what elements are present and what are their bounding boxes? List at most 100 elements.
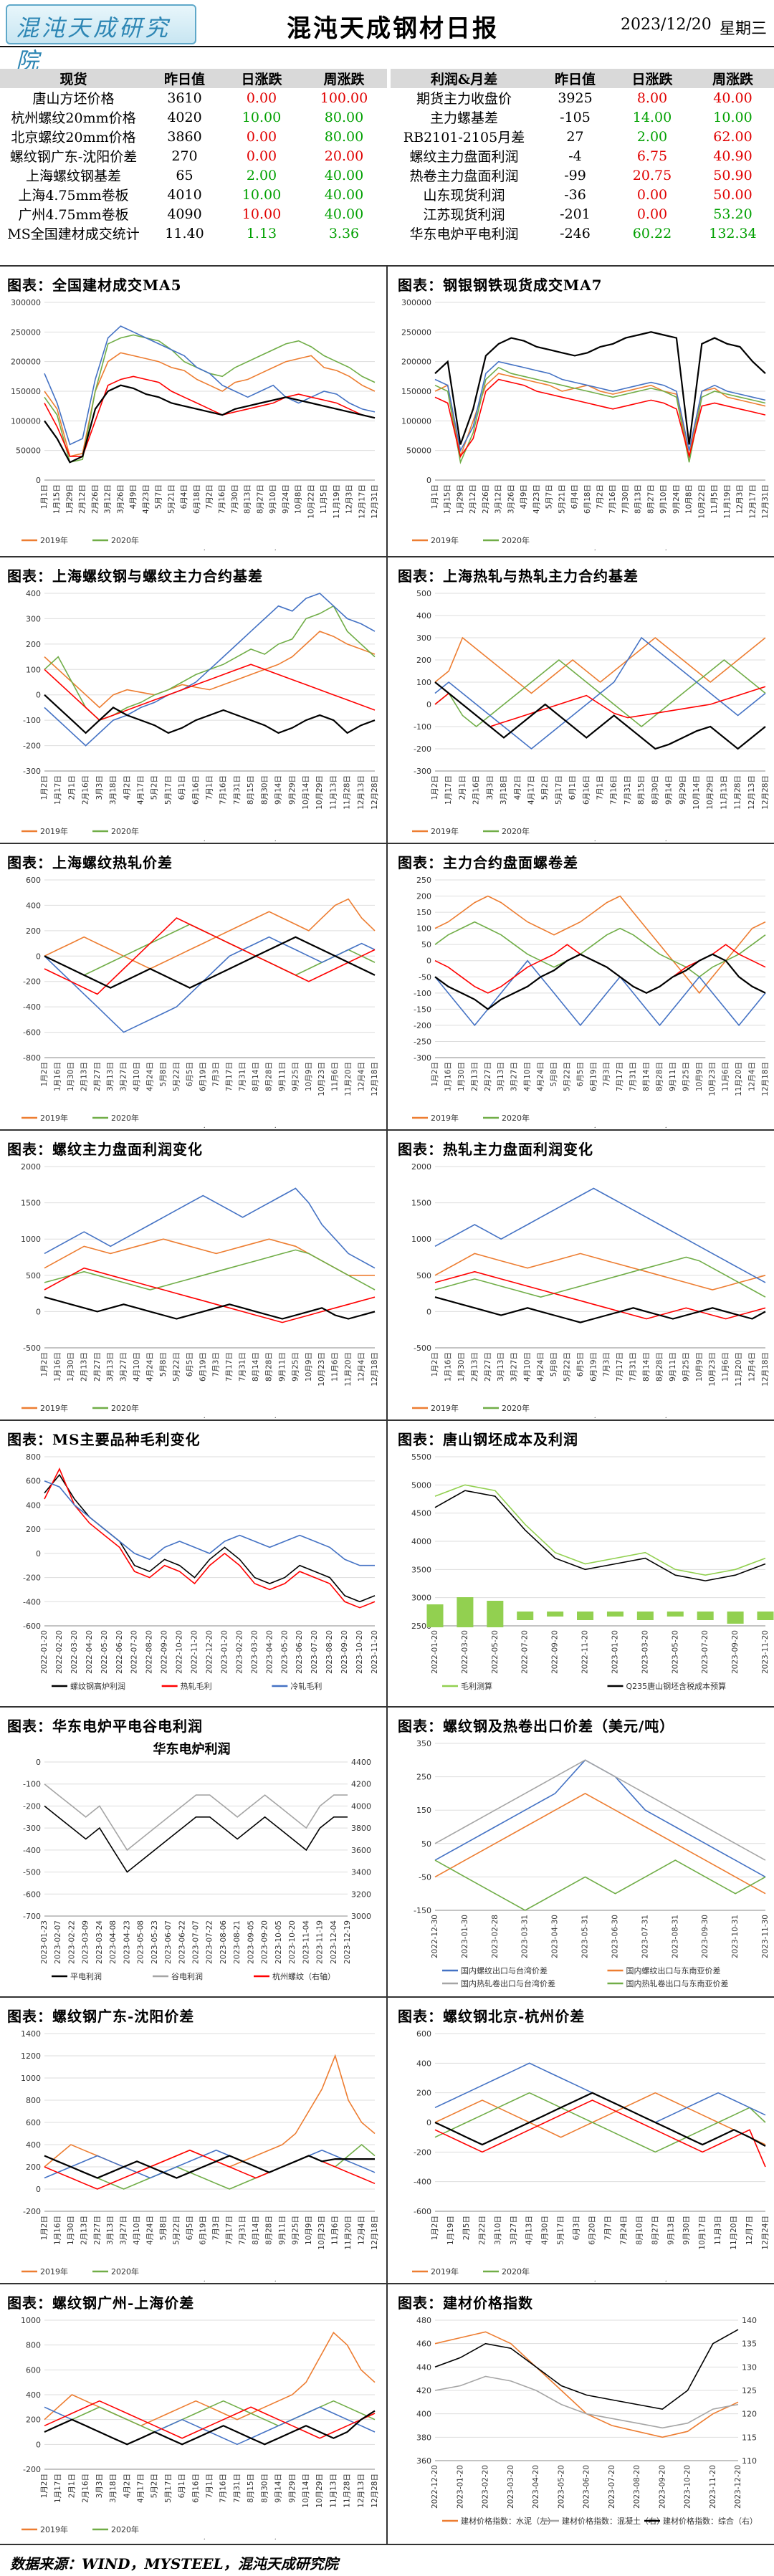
bar [606, 1612, 624, 1617]
quote-cell-value: -201 [560, 206, 591, 222]
x-tick-label: 10月29日 [315, 2474, 324, 2508]
col-header: 利润&月差 [391, 69, 538, 88]
quote-cell-week: 100.00 [320, 90, 368, 106]
x-tick-label: 12月18日 [761, 1352, 770, 1387]
x-tick-label: 6月5日 [576, 1062, 585, 1086]
x-tick-label: 2023-02-07 [54, 1920, 62, 1964]
x-tick-label: 1月2日 [431, 2216, 439, 2240]
quote-cell-week: 20.00 [324, 148, 364, 164]
legend-label: 2021年 [573, 1126, 601, 1128]
x-tick-label: 12月18日 [371, 2216, 379, 2250]
x-tick-label: 7月16日 [608, 484, 617, 514]
chart-title: 图表：螺纹钢及热卷出口价差（美元/吨） [398, 1718, 675, 1735]
y-tick-label: 500 [26, 1271, 41, 1280]
x-tick-label: 11月28日 [343, 775, 352, 810]
x-tick-label: 2月1日 [67, 2474, 76, 2498]
series-line [434, 2092, 766, 2148]
x-tick-label: 7月3日 [212, 1062, 221, 1086]
x-tick-label: 12月4日 [748, 1352, 757, 1382]
x-tick-label: 2022-11-20 [191, 1630, 199, 1674]
y-tick-label: -600 [23, 1622, 41, 1631]
chart-title: 图表：MS主要品种毛利变化 [7, 1431, 201, 1448]
x-tick-label: 7月2日 [206, 484, 214, 509]
x-tick-label: 6月1日 [178, 2474, 186, 2498]
bar [487, 1601, 504, 1627]
x-tick-label: 2023-04-08 [109, 1920, 118, 1964]
x-tick-label: 3月13日 [106, 2216, 115, 2245]
y-tick-label: 0 [36, 2440, 41, 2449]
y-tick-label: 4000 [411, 1537, 431, 1546]
x-tick-label: 2023-12-20 [734, 2465, 742, 2509]
report-date: 2023/12/20 [621, 16, 712, 34]
x-tick-label: 4月17日 [527, 775, 535, 805]
x-tick-label: 2022-05-20 [100, 1630, 109, 1674]
quote-cell-day: 14.00 [632, 109, 672, 125]
series-line [434, 366, 766, 464]
x-tick-label: 2月1日 [67, 775, 76, 800]
col-header: 日涨跌 [613, 69, 692, 88]
quote-row: 热卷主力盘面利润 -99 20.75 50.90 [391, 166, 774, 185]
series-line [44, 1249, 376, 1291]
x-tick-label: 3月18日 [500, 775, 508, 805]
y-tick-label: 250 [416, 1773, 431, 1782]
quote-cell-name: 唐山方坯价格 [32, 91, 115, 107]
y-tick-label: -150 [414, 1005, 431, 1014]
quote-cell-day: 6.75 [636, 148, 668, 164]
x-tick-label: 6月5日 [186, 2216, 194, 2240]
x-tick-label: 2023-03-20 [641, 1630, 649, 1674]
y-tick-label: 500 [416, 589, 431, 598]
legend-label: 2021年 [182, 1416, 210, 1418]
x-tick-label: 6月19日 [199, 1352, 207, 1382]
series-line [44, 1473, 376, 1603]
chart-9: 5500 5000 4500 4000 3500 3000 2500 2022-01-20 20… [391, 1451, 774, 1705]
x-tick-label: 2月12日 [78, 484, 87, 514]
y-tick-label: 0 [426, 1307, 431, 1316]
x-tick-label: 8月14日 [642, 1352, 651, 1382]
x-tick-label: 2023-07-20 [701, 1630, 710, 1674]
y-tick-label: 400 [26, 2390, 41, 2400]
x-tick-label: 7月31日 [629, 1352, 638, 1382]
x-tick-label: 9月10日 [269, 484, 277, 514]
chart-svg: 300000 250000 200000 150000 100000 50000 01月1日… [401, 298, 770, 550]
x-tick-label: 4月2日 [513, 775, 522, 800]
quote-cell-week: 10.00 [713, 109, 752, 125]
y-tick-label: 400 [26, 589, 41, 598]
y-tick-label: 200 [416, 2089, 431, 2098]
y-tick-label: 200 [26, 2415, 41, 2425]
y-tick-label: 200 [26, 640, 41, 649]
x-tick-label: 4月9日 [129, 484, 138, 509]
legend-label: 国内螺纹出口与东南亚价差 [626, 1965, 721, 1976]
quote-cell-day: 60.22 [632, 225, 672, 241]
y-right-tick-label: 3800 [351, 1824, 371, 1833]
x-tick-label: 9月29日 [288, 775, 297, 805]
series-line [44, 1238, 375, 1276]
x-tick-label: 7月1日 [596, 775, 605, 800]
x-tick-label: 4月24日 [146, 1352, 155, 1382]
x-tick-label: 8月28日 [264, 1062, 273, 1091]
x-tick-label: 9月10日 [659, 484, 668, 514]
x-tick-label: 2023-04-23 [123, 1920, 131, 1964]
x-tick-label: 6月18日 [583, 484, 592, 514]
quote-cell-day: 0.00 [246, 148, 277, 164]
x-tick-label: 1月17日 [54, 775, 62, 805]
y-tick-label: 800 [26, 1452, 41, 1462]
y-tick-label: 0 [426, 476, 431, 485]
legend-label: 2019年 [40, 535, 68, 545]
y-tick-label: 350 [416, 1739, 431, 1748]
x-tick-label: 2022-03-20 [461, 1630, 469, 1674]
y-tick-label: 480 [416, 2316, 431, 2325]
col-header: 日涨跌 [222, 69, 301, 88]
x-tick-label: 12月3日 [736, 484, 745, 514]
quote-row: 期货主力收盘价 3925 8.00 40.00 [391, 88, 774, 107]
x-tick-label: 12月4日 [748, 1062, 757, 1091]
x-tick-label: 7月16日 [610, 775, 618, 805]
x-tick-label: 8月14日 [252, 1352, 260, 1382]
quote-cell-day: 10.00 [242, 186, 282, 203]
x-tick-label: 12月18日 [371, 1062, 379, 1096]
x-tick-label: 2023-10-31 [731, 1915, 740, 1958]
x-tick-label: 6月5日 [576, 1352, 585, 1376]
x-tick-label: 1月16日 [53, 1352, 62, 1382]
